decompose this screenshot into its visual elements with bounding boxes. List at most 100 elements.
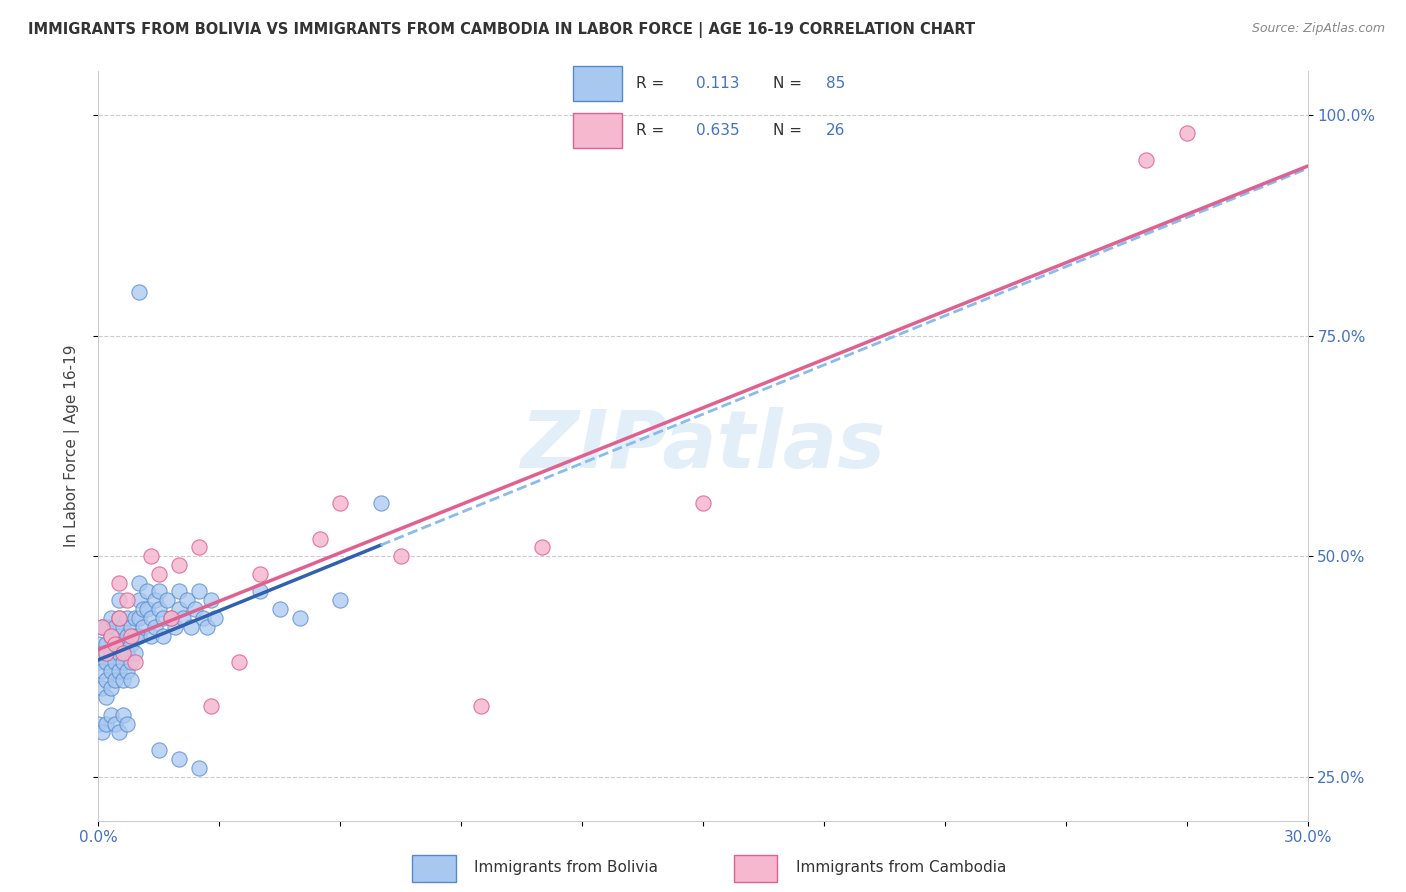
Point	[103, 716, 125, 731]
Text: Immigrants from Cambodia: Immigrants from Cambodia	[796, 860, 1007, 875]
Point	[124, 646, 146, 660]
Point	[100, 611, 122, 625]
Text: N =: N =	[773, 76, 807, 91]
Point	[152, 628, 174, 642]
Point	[139, 549, 162, 564]
Point	[128, 611, 150, 625]
Point	[128, 593, 150, 607]
Point	[91, 681, 114, 696]
Point	[103, 637, 125, 651]
Point	[370, 496, 392, 510]
Point	[128, 285, 150, 299]
Point	[249, 584, 271, 599]
Point	[128, 628, 150, 642]
Point	[87, 637, 110, 651]
Text: R =: R =	[636, 123, 669, 138]
Point	[195, 620, 218, 634]
Point	[96, 646, 118, 660]
Point	[107, 593, 129, 607]
Point	[96, 690, 118, 705]
Point	[91, 620, 114, 634]
Point	[132, 602, 155, 616]
Point	[115, 628, 138, 642]
Point	[1175, 126, 1198, 140]
Point	[124, 655, 146, 669]
Point	[96, 716, 118, 731]
Point	[111, 620, 134, 634]
Point	[107, 628, 129, 642]
Text: N =: N =	[773, 123, 807, 138]
Point	[91, 725, 114, 739]
Point	[120, 637, 142, 651]
Point	[96, 655, 118, 669]
Point	[96, 620, 118, 634]
Point	[160, 611, 183, 625]
Point	[200, 593, 222, 607]
Point	[167, 558, 190, 572]
Point	[87, 655, 110, 669]
Point	[107, 725, 129, 739]
Point	[120, 673, 142, 687]
Point	[389, 549, 412, 564]
Text: ZIPatlas: ZIPatlas	[520, 407, 886, 485]
Point	[193, 611, 215, 625]
FancyBboxPatch shape	[574, 113, 621, 148]
Point	[180, 620, 202, 634]
Text: Source: ZipAtlas.com: Source: ZipAtlas.com	[1251, 22, 1385, 36]
Point	[135, 602, 157, 616]
Point	[148, 584, 170, 599]
Point	[96, 673, 118, 687]
Point	[111, 673, 134, 687]
Point	[309, 532, 332, 546]
Point	[111, 655, 134, 669]
Point	[107, 575, 129, 590]
Point	[115, 716, 138, 731]
Point	[148, 602, 170, 616]
Point	[139, 611, 162, 625]
FancyBboxPatch shape	[412, 855, 456, 881]
Point	[160, 611, 183, 625]
Point	[249, 566, 271, 581]
Point	[288, 611, 311, 625]
Point	[204, 611, 226, 625]
Point	[111, 707, 134, 722]
Point	[91, 620, 114, 634]
Point	[128, 575, 150, 590]
Y-axis label: In Labor Force | Age 16-19: In Labor Force | Age 16-19	[63, 344, 80, 548]
Point	[143, 593, 166, 607]
Point	[103, 673, 125, 687]
Point	[103, 637, 125, 651]
Point	[107, 611, 129, 625]
Point	[111, 637, 134, 651]
Point	[124, 611, 146, 625]
Point	[1135, 153, 1157, 167]
FancyBboxPatch shape	[574, 66, 621, 101]
Point	[163, 620, 186, 634]
Point	[188, 584, 211, 599]
Point	[124, 628, 146, 642]
Point	[111, 646, 134, 660]
Point	[176, 593, 198, 607]
Text: 85: 85	[827, 76, 845, 91]
Point	[156, 593, 179, 607]
Text: 26: 26	[827, 123, 845, 138]
FancyBboxPatch shape	[734, 855, 778, 881]
Text: R =: R =	[636, 76, 669, 91]
Point	[188, 541, 211, 555]
Point	[139, 628, 162, 642]
Point	[103, 655, 125, 669]
Point	[188, 761, 211, 775]
Point	[107, 611, 129, 625]
Point	[115, 664, 138, 678]
Point	[96, 637, 118, 651]
Point	[329, 593, 352, 607]
Point	[530, 541, 553, 555]
Point	[100, 681, 122, 696]
Point	[692, 496, 714, 510]
Point	[269, 602, 291, 616]
Point	[132, 620, 155, 634]
Point	[107, 646, 129, 660]
Text: Immigrants from Bolivia: Immigrants from Bolivia	[474, 860, 658, 875]
Point	[100, 707, 122, 722]
Point	[200, 699, 222, 714]
